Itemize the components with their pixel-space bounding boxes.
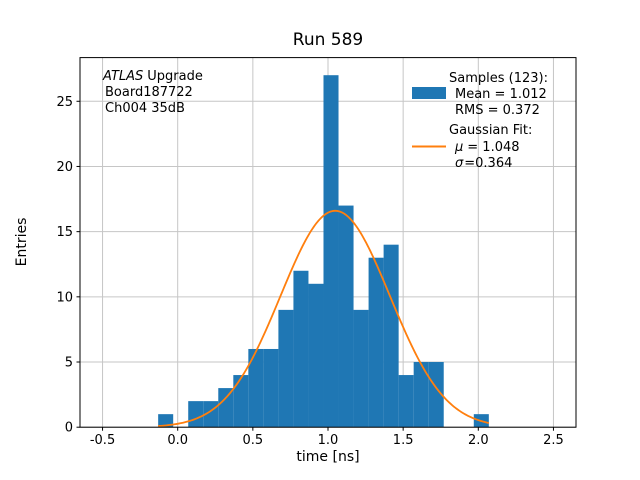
legend-sigma: σ=0.364	[455, 156, 512, 171]
x-tick-label: 0.0	[167, 433, 188, 448]
histogram-bar	[398, 375, 414, 428]
histogram-bar	[263, 348, 279, 428]
histogram-bars	[158, 75, 489, 428]
legend-fit-header: Gaussian Fit:	[449, 123, 532, 138]
y-tick-label: 10	[56, 290, 73, 305]
histogram-bar	[413, 362, 429, 428]
histogram-bar	[383, 244, 399, 428]
gaussian-curve-layer	[158, 209, 490, 427]
y-tick-label: 5	[65, 356, 73, 371]
y-tick-label: 15	[56, 225, 73, 240]
x-tick-label: 2.0	[468, 433, 489, 448]
x-tick-label: 2.5	[543, 433, 564, 448]
annotation-atlas-italic: ATLAS	[102, 69, 143, 84]
histogram-bar	[158, 414, 174, 428]
legend-samples-swatch	[412, 87, 446, 99]
gaussian-fit-curve	[158, 209, 490, 427]
axes-spine	[79, 57, 577, 428]
histogram-bar	[248, 348, 264, 428]
legend: Samples (123): Mean = 1.012 RMS = 0.372 …	[412, 71, 548, 171]
legend-mu-symbol: μ	[454, 140, 463, 155]
histogram-bar	[278, 309, 294, 428]
histogram-bar	[353, 309, 369, 428]
histogram-bar	[293, 270, 309, 428]
legend-samples-header: Samples (123):	[449, 71, 548, 86]
histogram-bar	[338, 205, 354, 428]
histogram-bar	[188, 401, 204, 428]
annotation-atlas-line: ATLAS Upgrade	[102, 69, 203, 84]
histogram-bar	[233, 375, 249, 428]
annotation-atlas-rest: Upgrade	[147, 69, 203, 84]
x-tick-label: 0.5	[243, 433, 264, 448]
histogram-bar	[218, 388, 234, 428]
x-tick-label: 1.0	[318, 433, 339, 448]
annotation-channel: Ch004 35dB	[105, 101, 185, 116]
y-tick-label: 0	[65, 421, 73, 436]
histogram-bar	[428, 362, 444, 428]
axis-ticks: -0.5 0.0 0.5 1.0 1.5 2.0 2.5 0 5 10 15 20 25	[56, 95, 563, 448]
legend-rms: RMS = 0.372	[455, 103, 540, 118]
histogram-bar	[323, 75, 339, 428]
histogram-bar	[308, 283, 324, 428]
chart-title: Run 589	[293, 30, 363, 50]
x-axis-label: time [ns]	[296, 449, 359, 465]
histogram-bar	[368, 257, 384, 428]
x-tick-label: -0.5	[90, 433, 115, 448]
y-axis-label: Entries	[14, 218, 30, 267]
x-tick-label: 1.5	[393, 433, 414, 448]
y-tick-label: 20	[56, 160, 73, 175]
legend-sigma-symbol: σ	[455, 156, 464, 171]
y-tick-label: 25	[56, 95, 73, 110]
legend-sigma-value: =0.364	[464, 156, 512, 171]
annotation-board: Board187722	[105, 85, 193, 100]
legend-mu-value: = 1.048	[467, 140, 519, 155]
legend-mean: Mean = 1.012	[455, 87, 547, 102]
legend-mu: μ = 1.048	[454, 140, 520, 155]
